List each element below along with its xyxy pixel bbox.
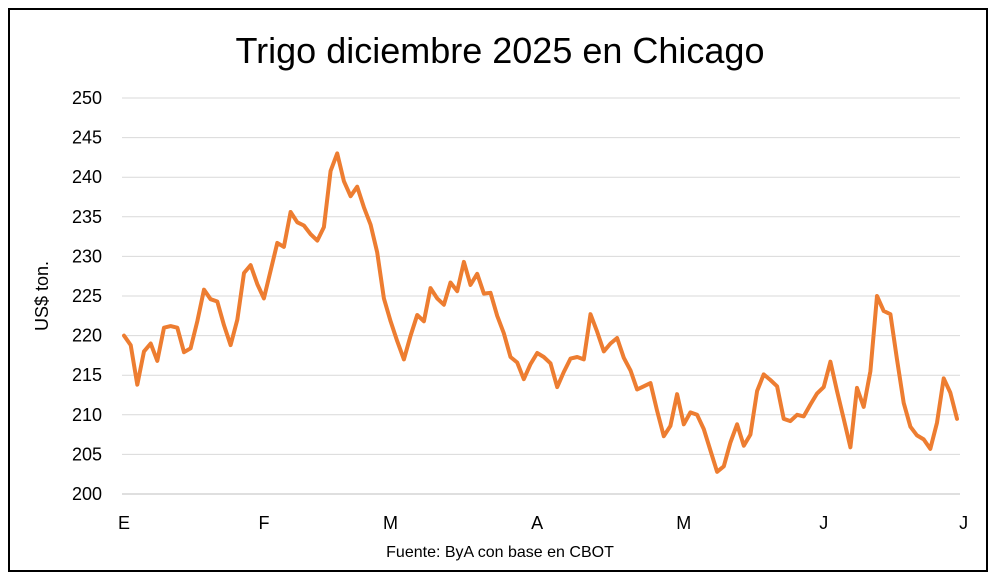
series-group	[122, 151, 959, 474]
x-tick-label: M	[383, 513, 398, 533]
gridlines	[122, 97, 960, 495]
y-tick-label: 230	[72, 246, 102, 266]
y-tick-label: 210	[72, 405, 102, 425]
y-tick-label: 215	[72, 365, 102, 385]
y-tick-labels: 200 205 210 215 220 225 230 235 240 245 250	[72, 88, 102, 504]
chart-source: Fuente: ByA con base en CBOT	[386, 544, 614, 561]
x-tick-label: J	[819, 513, 828, 533]
chart-title: Trigo diciembre 2025 en Chicago	[235, 30, 765, 71]
y-axis-label: US$ ton.	[32, 261, 52, 331]
y-tick-label: 245	[72, 128, 102, 148]
x-tick-label: A	[531, 513, 543, 533]
chart-frame	[8, 8, 988, 572]
y-tick-label: 205	[72, 444, 102, 464]
x-tick-label: M	[676, 513, 691, 533]
y-tick-label: 220	[72, 326, 102, 346]
y-tick-label: 240	[72, 167, 102, 187]
series-line	[122, 151, 959, 474]
x-tick-label: J	[959, 513, 968, 533]
x-tick-label: E	[118, 513, 130, 533]
x-tick-label: F	[258, 513, 269, 533]
y-tick-label: 225	[72, 286, 102, 306]
y-tick-label: 250	[72, 88, 102, 108]
y-tick-label: 235	[72, 207, 102, 227]
y-tick-label: 200	[72, 484, 102, 504]
